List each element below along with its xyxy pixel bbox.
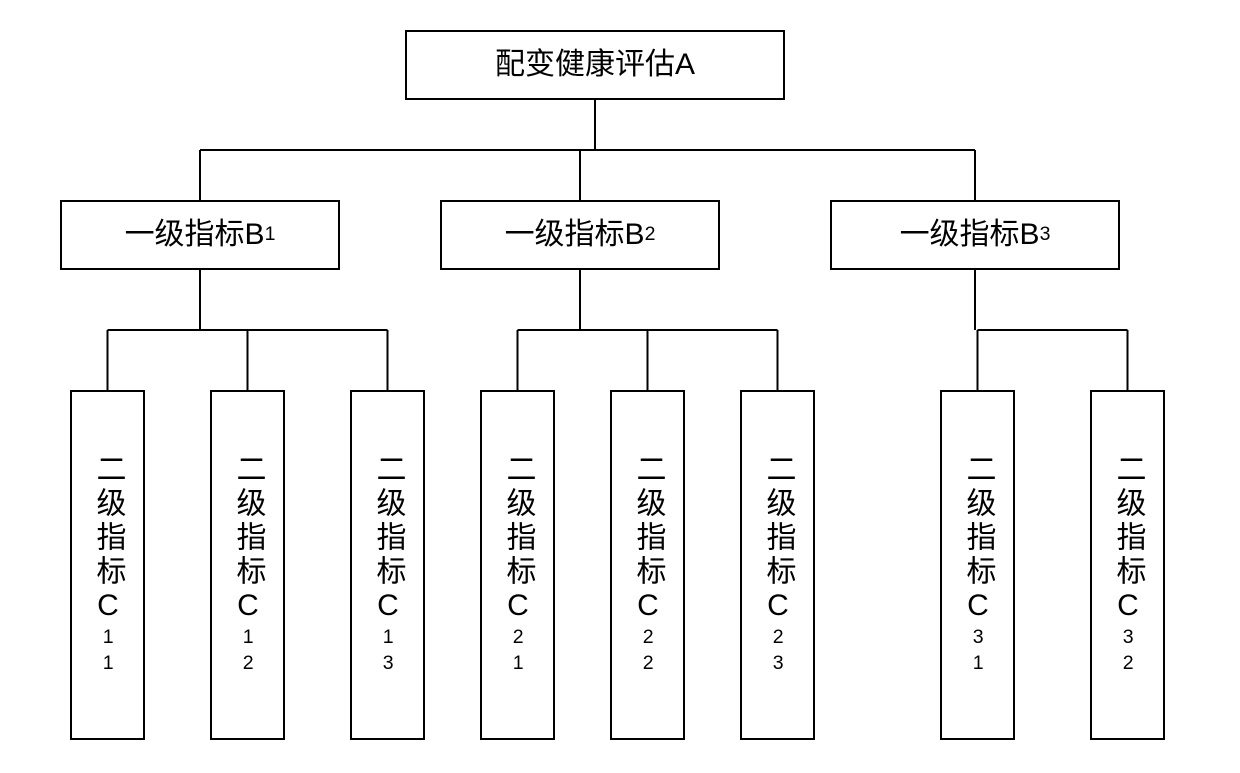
- l1-node-B1: 一级指标B1: [60, 200, 340, 270]
- hierarchy-diagram: 配变健康评估A 一级指标B1 一级指标B2 一级指标B3 二级指标C11 二级指标C12 二…: [0, 0, 1240, 773]
- root-node: 配变健康评估A: [405, 30, 785, 100]
- l2-node-C32: 二级指标C32: [1090, 390, 1165, 740]
- l1-node-B2: 一级指标B2: [440, 200, 720, 270]
- l2-node-C23: 二级指标C23: [740, 390, 815, 740]
- l2-node-C12: 二级指标C12: [210, 390, 285, 740]
- l2-node-C22: 二级指标C22: [610, 390, 685, 740]
- l2-node-C21: 二级指标C21: [480, 390, 555, 740]
- l1-node-B3: 一级指标B3: [830, 200, 1120, 270]
- l2-node-C31: 二级指标C31: [940, 390, 1015, 740]
- l2-node-C13: 二级指标C13: [350, 390, 425, 740]
- l2-node-C11: 二级指标C11: [70, 390, 145, 740]
